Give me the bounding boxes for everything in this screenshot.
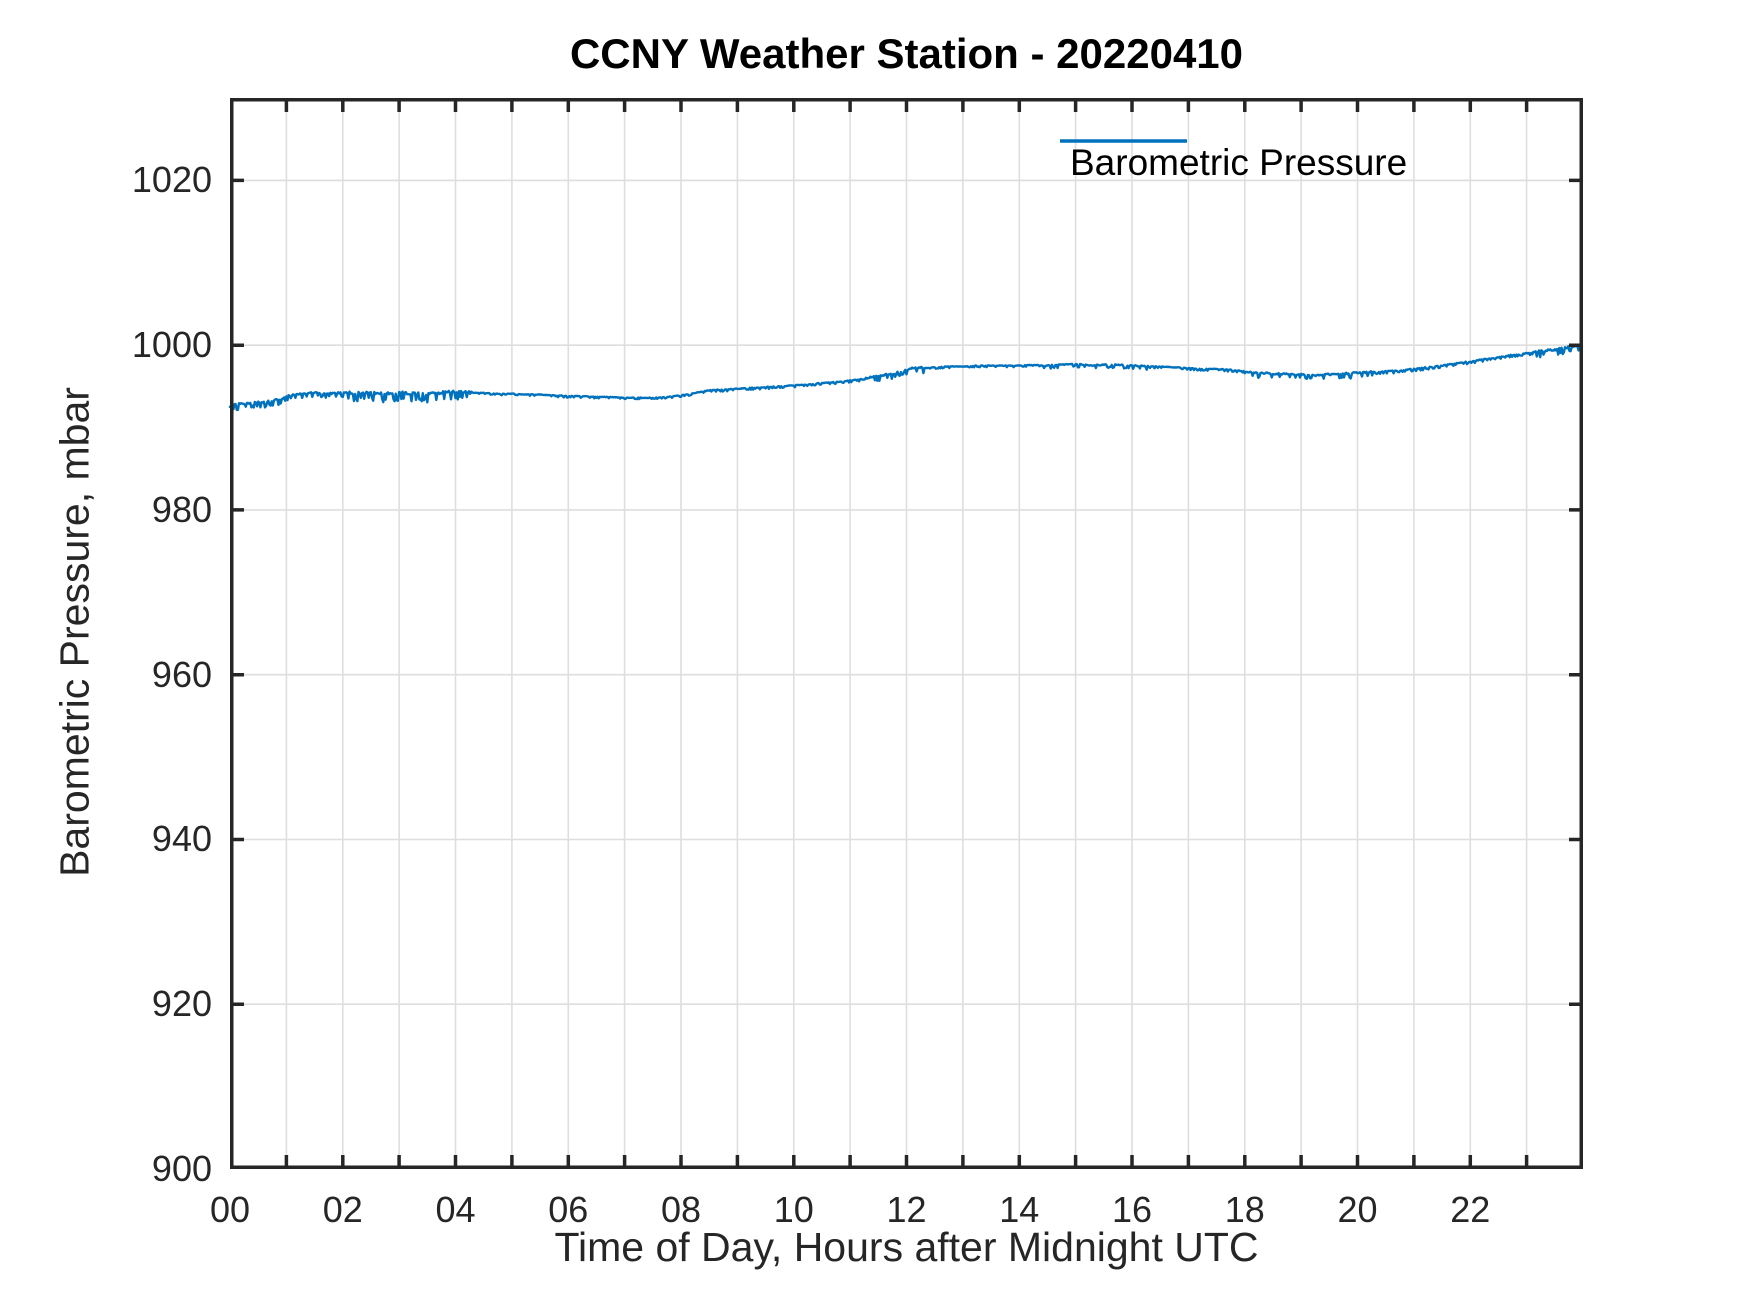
legend: Barometric Pressure (1060, 138, 1407, 188)
plot-canvas (228, 98, 1583, 1169)
x-tick-label: 18 (1224, 1189, 1265, 1230)
tick-marks (230, 98, 1583, 1169)
x-tick-label: 12 (886, 1189, 927, 1230)
x-tick-label: 22 (1450, 1189, 1491, 1230)
x-tick-label: 10 (773, 1189, 814, 1230)
y-tick-label: 1000 (131, 324, 212, 366)
y-tick-label: 1020 (131, 159, 212, 201)
plot-area: Barometric Pressure (228, 98, 1583, 1169)
x-tick-label: 20 (1337, 1189, 1378, 1230)
x-tick-label: 02 (322, 1189, 363, 1230)
y-axis-label: Barometric Pressure, mbar (51, 387, 98, 877)
x-axis-label: Time of Day, Hours after Midnight UTC (554, 1224, 1259, 1270)
x-tick-label: 06 (548, 1189, 589, 1230)
chart-title: CCNY Weather Station - 20220410 (569, 30, 1244, 77)
pressure-line (228, 343, 1582, 412)
gridlines (230, 98, 1583, 1169)
x-tick-label: 08 (660, 1189, 702, 1230)
legend-line-sample (1060, 139, 1187, 143)
x-tick-label: 04 (435, 1189, 476, 1230)
x-tick-label: 16 (1111, 1189, 1153, 1230)
y-tick-label: 980 (151, 488, 212, 530)
x-tick-label: 14 (999, 1189, 1040, 1230)
x-tick-label: 00 (209, 1189, 251, 1230)
y-tick-label: 920 (151, 983, 212, 1025)
y-tick-label: 960 (151, 653, 212, 695)
legend-label: Barometric Pressure (1070, 142, 1408, 183)
axes-box (230, 98, 1583, 1169)
y-tick-label: 900 (151, 1148, 212, 1189)
y-tick-label: 940 (151, 818, 212, 860)
